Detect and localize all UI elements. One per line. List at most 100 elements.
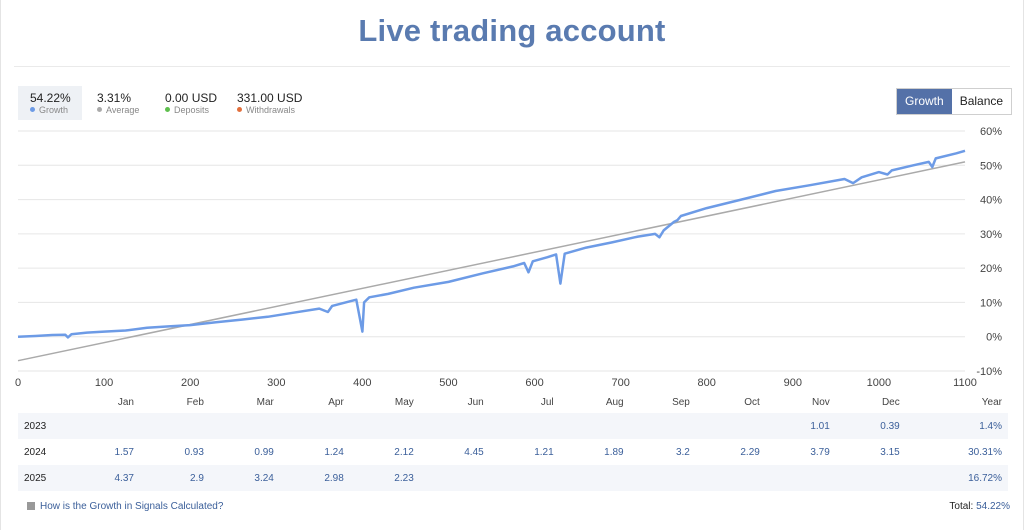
growth-toggle-button[interactable]: Growth [897,89,952,114]
withdrawals-dot-icon [237,107,242,112]
stat-withdrawals-value: 331.00 USD [237,91,303,105]
header-dec: Dec [881,396,900,408]
total-value: 54.22% [976,501,1010,512]
header-year: Year [981,396,1002,408]
month-cell [695,465,766,491]
y-tick-label: 10% [980,297,1002,309]
month-cell: 0.39 [835,413,906,439]
month-cell [629,465,696,491]
y-tick-label: 20% [980,263,1002,275]
left-border [0,0,1,530]
stat-growth[interactable]: 54.22% Growth [18,86,82,120]
month-cell: 3.79 [810,446,830,458]
stat-average-value: 3.31% [97,91,132,105]
growth-chart: 60% 50% 40% 30% 20% 10% 0% -10% 0 100 200 300 400 500… [15,126,1002,389]
stat-deposits-label: Deposits [174,105,210,115]
x-tick-label: 300 [267,377,285,389]
header-blank [18,391,70,413]
y-tick-label: 60% [980,126,1002,138]
average-dot-icon [97,107,102,112]
row-year-total: 30.31% [968,446,1002,458]
stat-withdrawals-label: Withdrawals [246,105,296,115]
month-cell [419,413,490,439]
month-cell [629,413,696,439]
stat-average-label: Average [106,105,140,115]
month-cell [209,413,280,439]
y-tick-label: 0% [986,332,1002,344]
y-tick-label: 40% [980,195,1002,207]
stat-deposits-value: 0.00 USD [165,91,218,105]
month-cell [559,413,630,439]
header-mar: Mar [256,396,274,408]
stat-average[interactable]: 3.31% Average [97,86,157,120]
month-cell [349,413,420,439]
month-cell [835,465,906,491]
monthly-growth-table: Jan Feb Mar Apr May Jun Jul Aug Sep Oct Nov Dec Year… [18,391,1008,491]
header-sep: Sep [672,396,690,408]
table-header-row: Jan Feb Mar Apr May Jun Jul Aug Sep Oct Nov Dec Year [18,391,1008,413]
month-cell: 2.98 [279,465,350,491]
x-tick-label: 900 [784,377,802,389]
month-cell: 1.01 [765,413,836,439]
stat-withdrawals[interactable]: 331.00 USD Withdrawals [237,86,317,120]
x-tick-label: 200 [181,377,199,389]
month-cell: 2.12 [394,446,414,458]
row-year-total: 1.4% [905,413,1008,439]
header-oct: Oct [744,396,760,408]
deposits-dot-icon [165,107,170,112]
month-cell: 1.24 [324,446,344,458]
month-cell [419,465,490,491]
total-growth: Total: 54.22% [949,501,1010,512]
row-year-total: 16.72% [905,465,1008,491]
header-jul: Jul [540,396,554,408]
y-tick-label: 30% [980,229,1002,241]
month-cell [70,413,140,439]
growth-series-line [17,149,966,339]
x-tick-label: 1100 [953,377,977,389]
month-cell: 4.37 [70,465,140,491]
x-tick-label: 0 [15,377,21,389]
month-cell: 1.89 [604,446,624,458]
month-cell: 2.23 [349,465,420,491]
month-cell: 1.57 [114,446,134,458]
x-tick-label: 600 [525,377,543,389]
page-title: Live trading account [358,13,666,48]
header-aug: Aug [605,396,624,408]
header-jun: Jun [467,396,484,408]
month-cell: 0.93 [184,446,204,458]
month-cell: 4.45 [464,446,484,458]
table-row: 2023 1.01 0.39 1.4% [18,413,1008,439]
month-cell [279,413,350,439]
x-tick-label: 1000 [867,377,891,389]
table-row: 2024 1.57 0.93 0.99 1.24 2.12 4.45 1.21 1.89 3.2 2… [18,439,1008,465]
month-cell [559,465,630,491]
total-label: Total: [949,501,974,512]
month-cell [765,465,836,491]
row-year: 2023 [18,413,70,439]
header-nov: Nov [811,396,830,408]
x-tick-label: 800 [698,377,716,389]
y-tick-label: -10% [976,366,1002,378]
header-may: May [394,396,414,408]
x-tick-label: 400 [353,377,371,389]
x-tick-label: 100 [95,377,113,389]
month-cell: 3.15 [880,446,900,458]
stat-growth-label: Growth [39,105,69,115]
month-cell [489,413,560,439]
stat-growth-value: 54.22% [30,91,71,105]
month-cell [695,413,766,439]
stat-deposits[interactable]: 0.00 USD Deposits [165,86,225,120]
average-series-line [17,161,966,362]
header-apr: Apr [328,396,344,408]
chart-mode-toggle: Growth Balance [896,88,1013,115]
help-icon [27,502,35,510]
balance-toggle-button[interactable]: Balance [951,89,1012,114]
header-jan: Jan [117,396,134,408]
x-tick-label: 700 [611,377,629,389]
month-cell [139,413,210,439]
month-cell [489,465,560,491]
growth-help-link[interactable]: How is the Growth in Signals Calculated? [27,501,223,512]
title-divider [14,66,1010,67]
month-cell: 0.99 [254,446,274,458]
month-cell: 3.2 [675,446,690,458]
